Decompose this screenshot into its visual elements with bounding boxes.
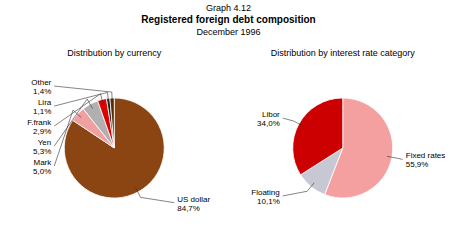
pie-chart: Distribution by currency US dollar84,7% Ma… [27,48,210,213]
leader-line [283,183,314,196]
chart: Graph 4.12Registered foreign debt compos… [0,0,457,231]
data-label: 5,3% [33,147,51,156]
slices [293,98,393,198]
pie-chart: Distribution by interest rate category Fi… [251,48,445,206]
leader-line [387,156,403,159]
slice [64,98,164,198]
slice [106,98,114,148]
data-label: 1,1% [33,107,51,116]
data-label-name: Mark [33,158,52,167]
data-label: 84,7% [177,204,200,213]
subtitle: Distribution by currency [67,48,162,58]
data-label-name: F.frank [27,118,52,127]
title: December 1996 [196,27,260,37]
labels: US dollar84,7% Mark5,0% Yen5,3% F.frank2,9%… [27,78,210,213]
slices [64,98,164,198]
data-label-name: Lira [38,98,52,107]
leader-line [54,99,92,146]
data-label-name: Other [31,78,51,87]
data-label: 5,0% [33,167,51,176]
leader-line [135,188,174,203]
slice [110,98,114,148]
data-label: 55,9% [406,160,429,169]
subtitle: Distribution by interest rate category [271,48,416,58]
data-label: 34,0% [257,119,280,128]
data-label-name: Floating [251,188,279,197]
data-label-name: Libor [262,110,280,119]
leader-line [54,110,81,166]
data-label: 10,1% [257,197,280,206]
labels: Fixed rates55,9% Floating10,1% Libor34,0% [251,110,445,206]
data-label: 1,4% [33,87,51,96]
data-label: 2,9% [33,127,51,136]
title: Registered foreign debt composition [141,14,315,25]
data-label-name: Yen [38,138,52,147]
data-label-name: US dollar [177,195,210,204]
data-label-name: Fixed rates [406,151,446,160]
leader-line [54,92,109,106]
leader-line [283,118,304,126]
leader-line [54,94,103,126]
slice [98,99,115,148]
slice [293,98,343,175]
leader-line [54,86,112,103]
title: Graph 4.12 [206,3,251,13]
